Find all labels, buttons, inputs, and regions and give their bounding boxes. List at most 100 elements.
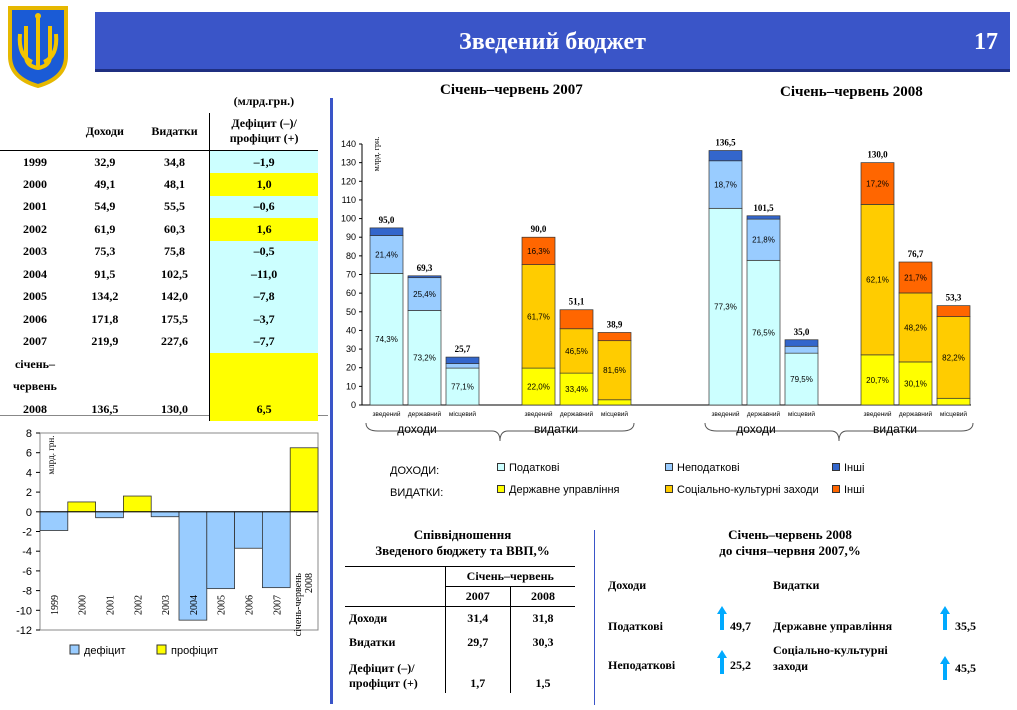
legend-swatch bbox=[832, 463, 840, 471]
stacked-budget-chart: 0 10 20 30 40 50 60 70 80 90 100 110 120 130 140 млрд. … bbox=[341, 137, 974, 442]
x-tick-label: 2008 bbox=[304, 573, 315, 593]
table-row-income: 91,5 bbox=[94, 266, 116, 281]
table-row-year: 2005 bbox=[22, 289, 47, 304]
x-tick-label: 2001 bbox=[106, 595, 117, 615]
bar-total-label: 90,0 bbox=[531, 224, 547, 234]
legend-label: Інші bbox=[844, 484, 865, 496]
comparison-expense-label: Державне управління bbox=[773, 619, 893, 633]
bar-category-label: зведений bbox=[711, 410, 739, 418]
legend-expense-label: ВИДАТКИ: bbox=[390, 487, 444, 499]
legend-swatch bbox=[497, 463, 505, 471]
bar-segment bbox=[784, 345, 819, 354]
table-row-year: 2002 bbox=[22, 221, 47, 236]
segment-label: 73,2% bbox=[413, 354, 436, 363]
bar-segment bbox=[936, 397, 971, 406]
vertical-divider bbox=[330, 98, 333, 704]
x-tick-label: січень-червень bbox=[293, 573, 304, 637]
comparison-expense-header: Видатки bbox=[773, 578, 820, 592]
x-tick-label: 2005 bbox=[217, 595, 228, 615]
table-row-income: 49,1 bbox=[94, 176, 116, 191]
bar-segment bbox=[521, 367, 556, 406]
bar-segment bbox=[407, 310, 442, 406]
legend-label: Інші bbox=[844, 462, 865, 474]
bar-category-label: місцевий bbox=[788, 410, 816, 418]
bar-segment bbox=[898, 261, 933, 294]
bar-category-label: місцевий bbox=[940, 410, 968, 418]
table-row-balance: –3,7 bbox=[209, 308, 318, 331]
y-tick-label: -10 bbox=[16, 605, 32, 617]
legend-swatch bbox=[665, 485, 673, 493]
bar-total-label: 95,0 bbox=[379, 215, 395, 225]
table-row-year: 2004 bbox=[22, 266, 47, 281]
bar bbox=[123, 495, 152, 513]
header-bar: Зведений бюджет 17 bbox=[95, 12, 1010, 72]
comparison-income-value: 49,7 bbox=[730, 619, 751, 633]
bar bbox=[150, 511, 180, 518]
ratio-row-label-line1: Дефіцит (–)/ bbox=[349, 660, 415, 675]
bar-total-label: 101,5 bbox=[753, 203, 774, 213]
ratio-row-2007: 31,4 bbox=[444, 606, 511, 631]
bar-segment bbox=[936, 305, 971, 317]
ratio-row-label: Видатки bbox=[349, 635, 396, 649]
bar-category-label: місцевий bbox=[601, 410, 629, 418]
bar-segment bbox=[597, 399, 632, 406]
table-row-balance: 1,6 bbox=[209, 218, 318, 241]
section-label: доходи bbox=[736, 422, 776, 436]
comparison-title1: Січень–червень 2008 bbox=[728, 527, 852, 542]
bar-total-label: 130,0 bbox=[867, 150, 888, 160]
segment-label: 21,7% bbox=[904, 273, 927, 282]
legend-swatch bbox=[497, 485, 505, 493]
table-row: 2005 134,2 142,0 –7,8 bbox=[0, 285, 318, 308]
balance-cell-empty bbox=[209, 353, 318, 376]
legend-item: Соціально-культурні заходи bbox=[665, 484, 819, 496]
y-tick-label: 4 bbox=[26, 467, 32, 479]
y-tick-label: -2 bbox=[22, 527, 32, 539]
bar-segment bbox=[369, 235, 404, 274]
legend-item: Державне управління bbox=[497, 484, 620, 496]
segment-label: 77,3% bbox=[714, 303, 737, 312]
bar-total-label: 76,7 bbox=[908, 249, 924, 259]
segment-label: 30,1% bbox=[904, 379, 927, 388]
y-tick-label: 120 bbox=[341, 176, 356, 186]
bar-segment bbox=[521, 264, 556, 369]
table-row: 2004 91,5 102,5 –11,0 bbox=[0, 263, 318, 286]
y-tick-label: 140 bbox=[341, 139, 356, 149]
table-row-year: 2003 bbox=[22, 244, 47, 259]
segment-label: 18,7% bbox=[714, 181, 737, 190]
y-tick-label: -12 bbox=[16, 625, 32, 637]
bar-segment bbox=[559, 328, 594, 374]
segment-label: 22,0% bbox=[527, 383, 550, 392]
bar-segment bbox=[407, 277, 442, 311]
y-tick-label: 2 bbox=[26, 487, 32, 499]
y-tick-label: 50 bbox=[346, 307, 356, 317]
bar-total-label: 35,0 bbox=[794, 327, 810, 337]
gdp-ratio-title2: Зведеного бюджету та ВВП,% bbox=[375, 543, 550, 558]
table-row-expense: 75,8 bbox=[164, 244, 186, 259]
x-tick-label: 2003 bbox=[161, 595, 172, 615]
unit-label: (млрд.грн.) bbox=[233, 93, 295, 108]
bar-segment bbox=[746, 259, 781, 406]
table-row: 2002 61,9 60,3 1,6 bbox=[0, 218, 318, 241]
ratio-row-label: Доходи bbox=[349, 611, 388, 626]
table-row: 1999 32,9 34,8 –1,9 bbox=[0, 150, 318, 173]
legend-item: Податкові bbox=[497, 462, 559, 474]
table-row-expense: 142,0 bbox=[161, 289, 189, 304]
table-row-expense: 130,0 bbox=[161, 401, 189, 416]
arrow-up-icon bbox=[940, 606, 950, 630]
bar-total-label: 69,3 bbox=[417, 263, 433, 273]
segment-label: 20,7% bbox=[866, 376, 889, 385]
gdp-ratio-title1: Співвідношення bbox=[413, 527, 512, 542]
comparison-title2: до січня–червня 2007,% bbox=[719, 543, 861, 558]
y-tick-label: -4 bbox=[22, 546, 32, 558]
y-tick-label: 10 bbox=[346, 381, 356, 391]
table-row-expense: 34,8 bbox=[164, 154, 186, 169]
table-row-income: 61,9 bbox=[94, 221, 116, 236]
table-row: 2007 219,9 227,6 –7,7 bbox=[0, 330, 318, 353]
table-row-income: 219,9 bbox=[91, 334, 119, 349]
comparison-expense-value: 35,5 bbox=[955, 619, 976, 633]
header-expense: Видатки bbox=[151, 123, 198, 138]
comparison-income-header: Доходи bbox=[608, 578, 647, 592]
year-2008: 2008 bbox=[509, 586, 575, 607]
comparison-income-label: Неподаткові bbox=[608, 658, 676, 672]
table-row-year: 2008 bbox=[22, 401, 47, 416]
